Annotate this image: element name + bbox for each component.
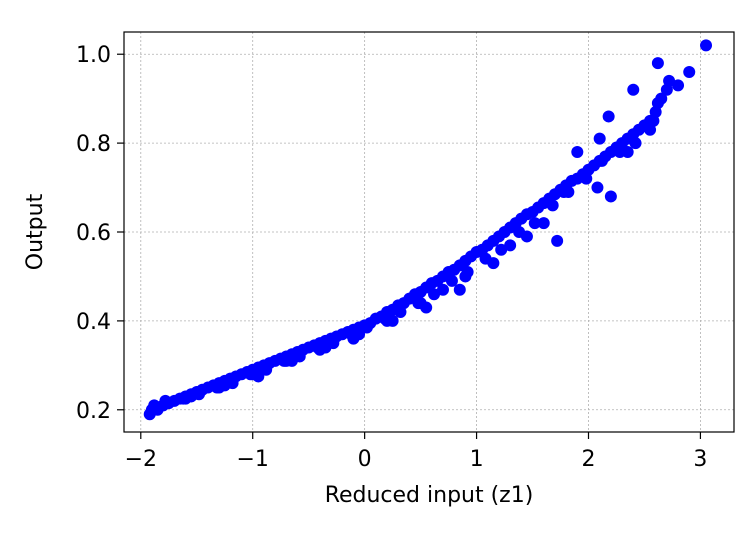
x-tick-label: 0 <box>358 447 372 472</box>
data-point <box>159 394 172 407</box>
y-axis-ticks: 0.2 0.4 0.6 0.8 1.0 <box>76 43 124 424</box>
data-point <box>672 79 685 92</box>
data-point <box>591 181 604 194</box>
x-tick-label: 1 <box>470 447 484 472</box>
data-point <box>420 301 433 314</box>
y-tick-label: 0.4 <box>76 310 111 335</box>
gridlines <box>124 32 734 432</box>
data-point <box>386 314 399 327</box>
data-point <box>436 283 449 296</box>
data-point <box>487 257 500 270</box>
data-point <box>651 57 664 70</box>
data-point <box>260 363 273 376</box>
data-point <box>185 390 198 403</box>
data-point <box>360 321 373 334</box>
data-point <box>459 270 472 283</box>
data-point <box>580 172 593 185</box>
x-tick-label: −1 <box>236 447 268 472</box>
data-point <box>252 370 265 383</box>
data-point <box>504 239 517 252</box>
data-point <box>663 74 676 87</box>
data-point <box>627 83 640 96</box>
data-point <box>520 230 533 243</box>
scatter-points <box>143 39 713 421</box>
data-point <box>595 154 608 167</box>
x-axis-label: Reduced input (z1) <box>325 483 534 508</box>
y-axis-label: Output <box>23 193 48 270</box>
x-tick-label: 2 <box>581 447 595 472</box>
x-tick-label: 3 <box>693 447 707 472</box>
data-point <box>285 354 298 367</box>
data-point <box>528 217 541 230</box>
data-point <box>151 403 164 416</box>
data-point <box>602 110 615 123</box>
data-point <box>218 379 231 392</box>
data-point <box>319 341 332 354</box>
y-tick-label: 0.2 <box>76 399 111 424</box>
data-point <box>700 39 713 52</box>
y-tick-label: 1.0 <box>76 43 111 68</box>
data-point <box>621 146 634 158</box>
data-point <box>546 199 559 212</box>
data-point <box>495 243 508 256</box>
x-axis-ticks: −2 −1 0 1 2 3 <box>125 432 707 472</box>
data-point <box>353 328 366 341</box>
data-point <box>683 66 696 78</box>
y-tick-label: 0.6 <box>76 221 111 246</box>
data-point <box>537 217 550 230</box>
data-point <box>551 234 564 247</box>
data-point <box>604 190 617 203</box>
data-point <box>453 283 466 296</box>
x-tick-label: −2 <box>125 447 157 472</box>
y-tick-label: 0.8 <box>76 132 111 157</box>
data-point <box>629 137 642 150</box>
data-point <box>651 97 664 110</box>
data-point <box>644 123 657 136</box>
data-point <box>394 306 407 318</box>
data-point <box>593 132 606 145</box>
data-point <box>557 186 570 198</box>
data-point <box>428 288 441 301</box>
data-point <box>445 274 458 287</box>
data-point <box>571 146 584 158</box>
